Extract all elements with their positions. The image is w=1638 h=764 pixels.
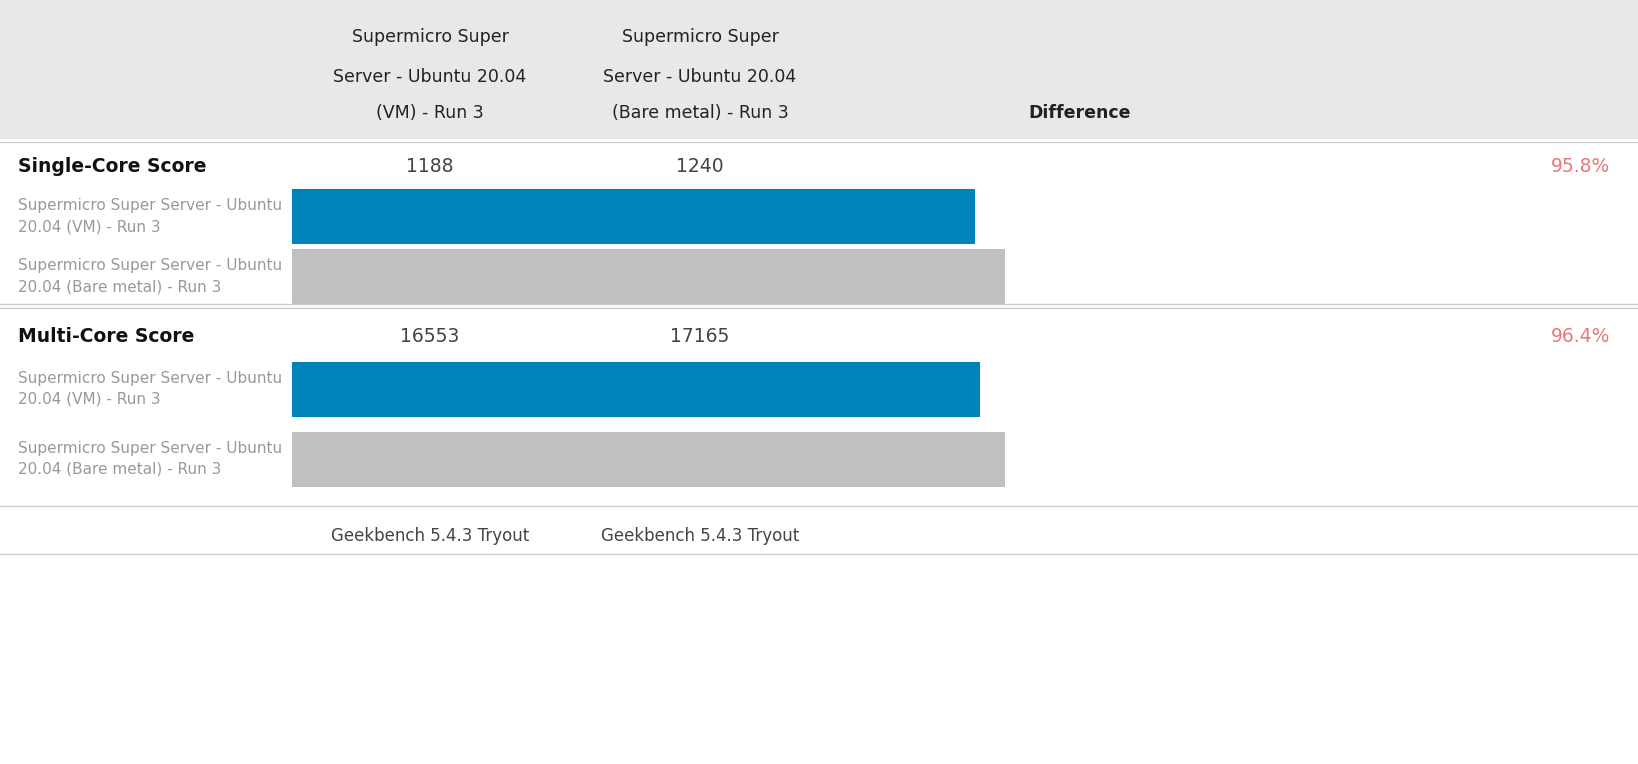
Text: Single-Core Score: Single-Core Score [18,157,206,176]
Bar [292,248,1006,303]
Text: Supermicro Super Server - Ubuntu
20.04 (VM) - Run 3: Supermicro Super Server - Ubuntu 20.04 (… [18,371,282,407]
Text: Server - Ubuntu 20.04: Server - Ubuntu 20.04 [334,68,527,86]
Text: Supermicro Super: Supermicro Super [621,28,778,46]
Text: Difference: Difference [1029,104,1132,122]
Bar [292,361,980,416]
Text: (Bare metal) - Run 3: (Bare metal) - Run 3 [611,104,788,122]
Text: 17165: 17165 [670,326,729,345]
Text: 16553: 16553 [400,326,460,345]
Text: 95.8%: 95.8% [1551,157,1610,176]
Bar [0,0,1638,139]
Text: Geekbench 5.4.3 Tryout: Geekbench 5.4.3 Tryout [601,527,799,545]
Text: 96.4%: 96.4% [1551,326,1610,345]
Text: 1188: 1188 [406,157,454,176]
Text: Supermicro Super: Supermicro Super [352,28,508,46]
Text: 1240: 1240 [676,157,724,176]
Bar [292,432,1006,487]
Text: Supermicro Super Server - Ubuntu
20.04 (VM) - Run 3: Supermicro Super Server - Ubuntu 20.04 (… [18,198,282,234]
Text: Supermicro Super Server - Ubuntu
20.04 (Bare metal) - Run 3: Supermicro Super Server - Ubuntu 20.04 (… [18,441,282,477]
Text: Geekbench 5.4.3 Tryout: Geekbench 5.4.3 Tryout [331,527,529,545]
Bar [292,189,975,244]
Text: Server - Ubuntu 20.04: Server - Ubuntu 20.04 [603,68,796,86]
Text: Multi-Core Score: Multi-Core Score [18,326,195,345]
Text: (VM) - Run 3: (VM) - Run 3 [377,104,483,122]
Text: Supermicro Super Server - Ubuntu
20.04 (Bare metal) - Run 3: Supermicro Super Server - Ubuntu 20.04 (… [18,258,282,294]
